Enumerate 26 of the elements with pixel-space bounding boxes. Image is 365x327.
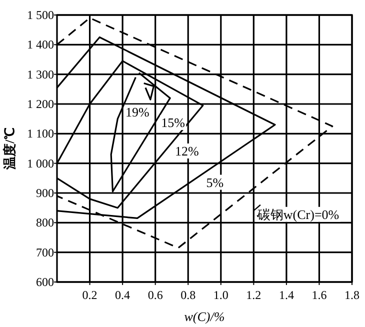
series-label: 12% — [174, 143, 199, 158]
x-tick-label: 1.8 — [344, 288, 360, 302]
y-tick-label: 1 300 — [27, 67, 54, 82]
x-tick-label: 1.6 — [312, 288, 327, 302]
y-tick-label: 600 — [36, 275, 54, 289]
series-label: 19% — [125, 104, 150, 120]
x-tick-label: 0.4 — [115, 288, 130, 302]
series-label: 5% — [206, 174, 224, 190]
y-tick-label: 1 000 — [27, 156, 54, 170]
y-tick-label: 1 500 — [27, 8, 54, 22]
x-tick-label: 1.2 — [246, 288, 262, 302]
x-tick-label: 1.0 — [213, 288, 228, 302]
y-tick-label: 800 — [36, 216, 54, 230]
y-tick-label: 900 — [36, 186, 54, 200]
x-tick-label: 1.4 — [278, 288, 294, 302]
x-tick-label: 0.6 — [148, 288, 163, 302]
y-tick-label: 1 400 — [27, 38, 54, 52]
y-tick-label: 1 100 — [27, 126, 54, 141]
x-tick-label: 0.8 — [180, 288, 196, 302]
y-tick-label: 700 — [36, 245, 54, 260]
y-axis-title: 温度/℃ — [2, 128, 17, 170]
legend-label: 碳钢w(Cr)=0% — [256, 206, 340, 222]
x-axis-title: w(C)/% — [184, 309, 225, 324]
y-tick-label: 1 200 — [27, 97, 54, 111]
series-label: 15% — [161, 115, 186, 130]
x-tick-label: 0.2 — [82, 288, 98, 302]
